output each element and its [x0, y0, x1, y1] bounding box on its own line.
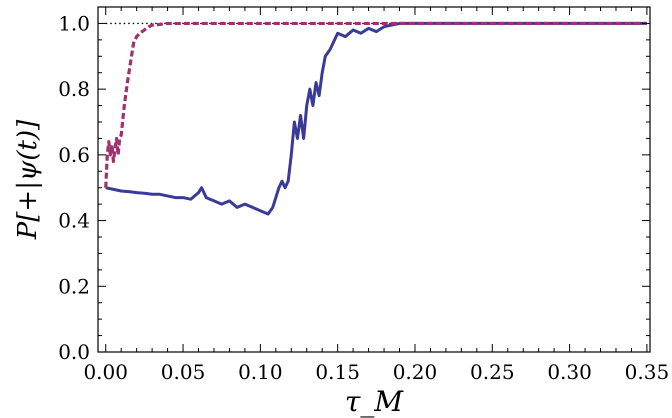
- x-tick-label: 0.05: [161, 360, 206, 384]
- plot-frame: [97, 6, 651, 353]
- x-tick-label: 0.25: [470, 360, 515, 384]
- x-tick-label: 0.30: [547, 360, 592, 384]
- x-tick-label: 0.20: [393, 360, 438, 384]
- series-dashed-line: [104, 21, 647, 188]
- x-tick-label: 0.15: [315, 360, 360, 384]
- x-tick-label: 0.35: [625, 360, 670, 384]
- y-tick-label: 0.8: [58, 77, 90, 101]
- x-tick-label: 0.10: [238, 360, 283, 384]
- y-tick-label: 0.2: [58, 274, 90, 298]
- labels-layer: 0.00 0.05 0.10 0.15 0.20 0.25 0.30 0.35 0.0 0.2 0.…: [58, 11, 669, 384]
- ticks-layer: [98, 7, 650, 353]
- x-axis-title: τ_M: [345, 385, 404, 418]
- y-tick-label: 1.0: [58, 11, 90, 35]
- y-tick-label: 0.0: [58, 340, 90, 364]
- series-layer: [104, 21, 647, 216]
- y-tick-label: 0.6: [58, 143, 90, 167]
- y-axis-title: P[+|ψ(t)]: [13, 119, 43, 240]
- y-tick-label: 0.4: [58, 209, 90, 233]
- series-solid-line: [105, 21, 647, 216]
- x-tick-label: 0.00: [83, 360, 128, 384]
